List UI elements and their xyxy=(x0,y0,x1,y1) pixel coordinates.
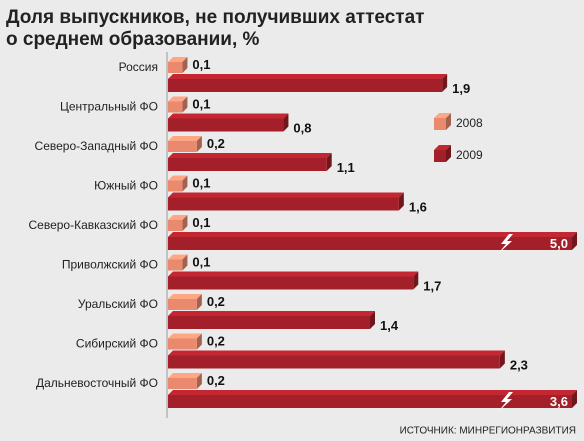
bar-top xyxy=(168,96,188,102)
bar-top xyxy=(168,74,448,79)
bar-top xyxy=(168,215,188,220)
bar-side xyxy=(370,311,375,329)
bar-side xyxy=(398,192,404,211)
category-label: Сибирский ФО xyxy=(76,337,158,351)
category-label: Центральный ФО xyxy=(60,100,158,114)
bar-top xyxy=(168,373,202,378)
bar xyxy=(168,79,443,92)
bar-side xyxy=(572,390,577,408)
category-label: Уральский ФО xyxy=(78,297,158,311)
bar xyxy=(168,180,183,192)
bar-side xyxy=(283,113,289,132)
value-label: 0,1 xyxy=(192,254,210,269)
value-label: 0,1 xyxy=(192,57,210,72)
value-label: 5,0 xyxy=(550,236,568,251)
bar-side xyxy=(413,271,419,290)
bar xyxy=(168,62,183,73)
value-label: 0,1 xyxy=(192,175,210,190)
value-label: 1,1 xyxy=(337,160,355,175)
bar-side xyxy=(182,215,188,231)
bar-side xyxy=(326,153,332,171)
category-label: Северо-Западный ФО xyxy=(35,139,158,153)
bar-side xyxy=(442,74,448,92)
legend-swatch xyxy=(434,118,446,130)
bar xyxy=(168,101,183,113)
legend-swatch-side xyxy=(446,145,451,162)
bar xyxy=(168,299,197,310)
bar-top xyxy=(168,311,375,316)
bar xyxy=(168,378,197,389)
bar-top xyxy=(168,254,188,260)
chart-title: о среднем образовании, % xyxy=(6,29,260,50)
source: ИСТОЧНИК: МИНРЕГИОНРАЗВИТИЯ xyxy=(400,426,576,437)
legend-label: 2009 xyxy=(456,148,483,162)
bar-side xyxy=(182,57,188,73)
bar-top xyxy=(168,390,577,395)
legend-swatch-top xyxy=(434,113,451,118)
bar xyxy=(168,118,284,132)
legend-swatch xyxy=(434,150,446,162)
bar xyxy=(168,355,500,369)
legend-swatch-side xyxy=(446,113,451,130)
bar-side xyxy=(196,333,202,350)
bar-top xyxy=(168,294,202,299)
bar xyxy=(168,276,414,290)
bar-side xyxy=(182,254,188,271)
value-label: 1,4 xyxy=(380,318,399,333)
bar xyxy=(168,395,572,408)
legend-label: 2008 xyxy=(456,116,483,130)
bar-side xyxy=(572,232,577,250)
bar xyxy=(168,237,572,250)
bar-top xyxy=(168,333,202,339)
bar xyxy=(168,141,197,152)
bar-top xyxy=(168,271,419,277)
bar xyxy=(168,220,183,231)
bar-top xyxy=(168,136,202,141)
bar-top xyxy=(168,153,332,158)
bar-side xyxy=(196,294,202,310)
bar-top xyxy=(168,232,577,237)
category-label: Южный ФО xyxy=(94,179,158,193)
category-label: Россия xyxy=(119,60,158,74)
value-label: 3,6 xyxy=(550,394,568,409)
legend-swatch-top xyxy=(434,145,451,150)
bar xyxy=(168,158,327,171)
bar xyxy=(168,197,399,211)
bar-side xyxy=(196,373,202,389)
value-label: 1,7 xyxy=(423,278,441,293)
category-label: Дальневосточный ФО xyxy=(36,376,158,390)
bar-side xyxy=(499,350,505,369)
value-label: 0,1 xyxy=(192,215,210,230)
bar-top xyxy=(168,192,404,198)
category-label: Приволжский ФО xyxy=(62,258,158,272)
bar-side xyxy=(196,136,202,152)
bar-top xyxy=(168,350,505,356)
value-label: 0,2 xyxy=(207,333,225,348)
bar xyxy=(168,316,370,329)
bar-side xyxy=(182,96,188,113)
value-label: 0,8 xyxy=(293,120,311,135)
value-label: 2,3 xyxy=(510,357,528,372)
value-label: 0,1 xyxy=(192,96,210,111)
category-label: Северо-Кавказский ФО xyxy=(28,218,158,232)
bar-top xyxy=(168,113,289,119)
bar-top xyxy=(168,175,188,181)
bar xyxy=(168,259,183,271)
value-label: 0,2 xyxy=(207,136,225,151)
bar-top xyxy=(168,57,188,62)
axis-break xyxy=(498,234,513,254)
value-label: 1,6 xyxy=(409,199,427,214)
bar xyxy=(168,338,197,350)
bar-side xyxy=(182,175,188,192)
value-label: 0,2 xyxy=(207,373,225,388)
value-label: 1,9 xyxy=(452,81,470,96)
chart-title: Доля выпускников, не получивших аттестат xyxy=(6,7,424,28)
axis-break xyxy=(498,392,513,412)
value-label: 0,2 xyxy=(207,294,225,309)
